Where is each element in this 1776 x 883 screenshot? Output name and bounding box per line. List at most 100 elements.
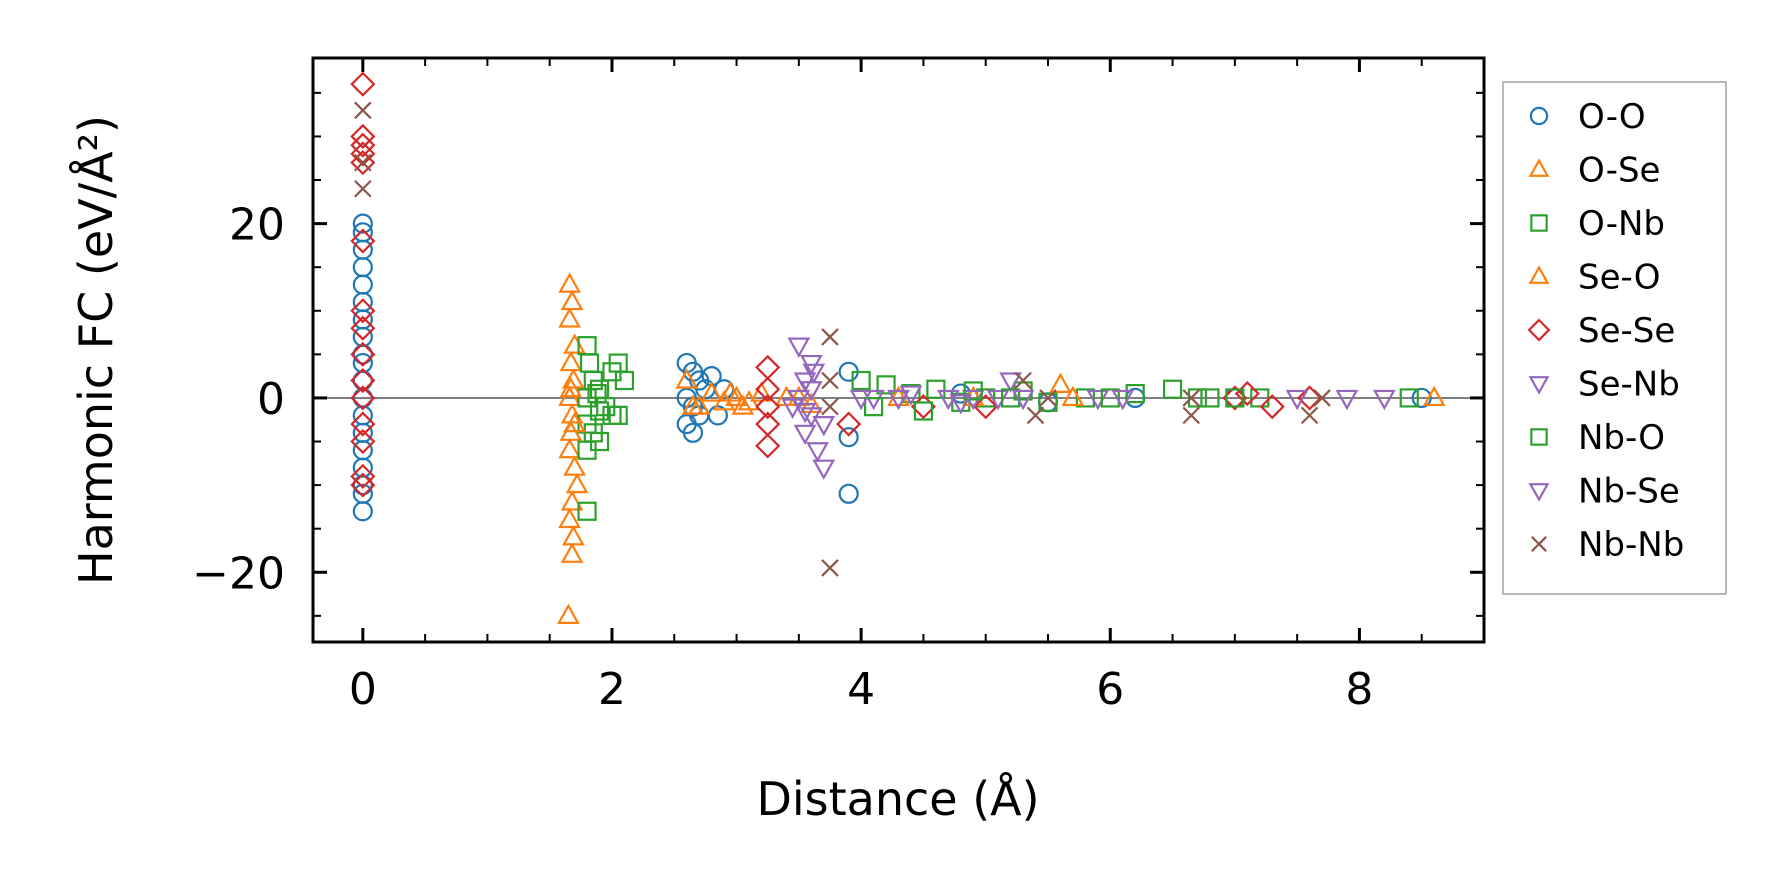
x-tick-label: 6 — [1096, 664, 1124, 715]
legend-item: O-O — [1529, 97, 1646, 137]
data-point — [350, 367, 376, 394]
data-point — [806, 442, 829, 463]
data-point — [560, 403, 584, 424]
data-point — [559, 350, 583, 372]
data-point — [731, 394, 755, 415]
data-point — [725, 385, 748, 407]
data-point — [913, 401, 934, 421]
legend-marker — [1528, 376, 1550, 395]
data-point — [821, 397, 839, 416]
data-point — [700, 381, 724, 402]
data-point — [976, 388, 996, 408]
data-point — [350, 341, 376, 367]
data-point — [836, 411, 862, 437]
data-point — [821, 328, 839, 346]
data-point — [558, 272, 581, 293]
legend-item: Nb-Se — [1528, 472, 1680, 512]
legend-item: O-Nb — [1530, 204, 1665, 244]
data-point — [558, 437, 581, 459]
data-point — [560, 289, 584, 311]
legend-marker — [1531, 536, 1547, 552]
legend-label: O-Se — [1578, 151, 1660, 191]
legend-label: Se-Nb — [1578, 365, 1680, 405]
x-tick-label: 8 — [1345, 664, 1373, 715]
data-point — [560, 542, 584, 563]
data-point — [899, 385, 923, 406]
data-point — [589, 401, 610, 421]
data-point — [799, 381, 823, 402]
data-point — [887, 385, 910, 407]
legend-label: Se-O — [1578, 258, 1660, 298]
data-point — [350, 411, 376, 437]
data-point — [577, 501, 597, 521]
data-point — [1075, 388, 1095, 408]
data-point — [812, 459, 836, 480]
legend-item: Se-O — [1528, 258, 1660, 298]
data-point — [1182, 389, 1201, 407]
legend-label: Nb-Se — [1578, 472, 1680, 512]
data-point — [1038, 392, 1058, 412]
data-point — [1372, 389, 1396, 411]
data-point — [1335, 389, 1359, 411]
data-point — [563, 411, 586, 433]
data-point — [755, 433, 781, 459]
x-tick-label: 0 — [349, 664, 377, 715]
data-point — [350, 472, 376, 498]
data-point — [675, 368, 699, 389]
data-point — [608, 405, 628, 425]
data-point — [577, 440, 597, 460]
legend-label: Nb-Nb — [1578, 525, 1684, 565]
legend: O-O O-Se O-Nb Se-O Se-Se Se-Nb Nb-O Nb-Se Nb-Nb — [1502, 81, 1727, 595]
data-point — [1313, 389, 1331, 407]
legend-marker — [1529, 106, 1549, 126]
data-point — [557, 603, 580, 624]
data-point — [1162, 379, 1183, 399]
x-tick-label: 2 — [598, 664, 626, 715]
data-point — [949, 394, 973, 415]
data-point — [350, 315, 376, 341]
data-point — [354, 101, 372, 120]
data-point — [350, 132, 376, 158]
legend-marker — [1528, 158, 1550, 177]
data-point — [350, 298, 376, 324]
legend-marker — [1530, 214, 1548, 232]
legend-marker — [1527, 318, 1551, 342]
data-point — [1250, 388, 1270, 408]
data-point — [350, 228, 376, 254]
data-point — [1125, 383, 1145, 404]
legend-marker — [1528, 265, 1550, 284]
data-point — [565, 472, 589, 494]
legend-item: Nb-Nb — [1531, 525, 1684, 565]
data-point — [350, 463, 376, 489]
data-point — [821, 371, 839, 390]
data-point — [1225, 388, 1245, 408]
data-point — [577, 388, 597, 408]
data-point — [1061, 385, 1085, 407]
data-point — [352, 344, 373, 365]
data-point — [887, 389, 910, 411]
data-point — [851, 370, 871, 391]
data-point — [350, 428, 376, 455]
data-point — [838, 483, 859, 504]
data-point — [1200, 388, 1220, 408]
data-point — [999, 372, 1022, 393]
data-point — [1111, 389, 1135, 411]
legend-label: O-Nb — [1578, 204, 1665, 244]
y-tick-label: −20 — [192, 548, 285, 599]
data-point — [793, 424, 817, 446]
data-point — [350, 385, 376, 411]
data-point — [963, 381, 983, 401]
data-point — [1187, 388, 1208, 408]
data-point — [812, 415, 836, 437]
data-point — [838, 427, 859, 448]
y-tick-label: 20 — [229, 200, 285, 251]
plot-area — [313, 58, 1484, 642]
data-point — [973, 394, 999, 420]
series-se-o — [559, 376, 1085, 433]
data-point — [787, 337, 811, 358]
data-point — [1422, 385, 1446, 407]
data-point — [563, 455, 586, 476]
legend-item: Se-Nb — [1528, 365, 1680, 405]
legend-label: O-O — [1578, 97, 1646, 137]
